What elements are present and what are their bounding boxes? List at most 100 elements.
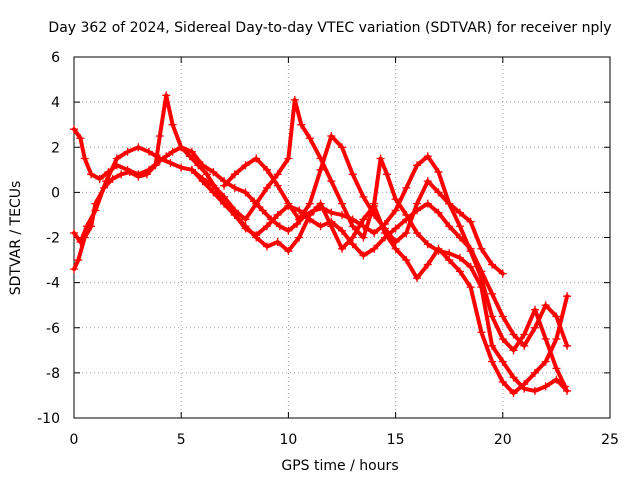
data-point-marker	[327, 177, 336, 186]
data-point-marker	[273, 210, 282, 219]
data-point-marker	[477, 328, 486, 337]
data-point-marker	[455, 267, 464, 276]
x-tick-label: 20	[494, 432, 512, 448]
data-point-marker	[466, 262, 475, 271]
data-point-marker	[423, 199, 432, 208]
data-point-marker	[76, 238, 85, 247]
data-point-marker	[509, 373, 518, 382]
data-point-marker	[423, 152, 432, 161]
data-point-marker	[477, 267, 486, 276]
data-point-marker	[348, 222, 357, 231]
data-point-marker	[376, 154, 385, 163]
data-point-marker	[498, 357, 507, 366]
data-point-marker	[316, 199, 325, 208]
data-point-marker	[327, 131, 336, 140]
data-point-marker	[530, 386, 539, 395]
data-point-marker	[258, 206, 267, 215]
data-point-marker	[488, 357, 497, 366]
data-point-marker	[177, 163, 186, 172]
data-point-marker	[338, 244, 346, 253]
data-point-marker	[380, 224, 389, 233]
data-point-marker	[541, 382, 550, 391]
data-point-marker	[455, 253, 464, 262]
data-point-marker	[76, 134, 85, 143]
data-point-marker	[402, 228, 411, 237]
data-point-marker	[563, 386, 572, 395]
data-point-marker	[241, 161, 250, 170]
data-point-marker	[445, 256, 454, 265]
data-point-marker	[209, 168, 218, 177]
x-tick-label: 0	[70, 432, 79, 448]
data-point-marker	[162, 91, 171, 100]
data-point-marker	[292, 219, 301, 228]
data-point-marker	[145, 147, 154, 156]
data-points	[70, 91, 572, 398]
data-point-marker	[297, 120, 306, 129]
data-point-marker	[70, 265, 78, 274]
data-point-marker	[370, 210, 379, 219]
y-tick-label: 4	[51, 95, 60, 111]
data-point-marker	[338, 143, 346, 152]
data-point-marker	[295, 206, 304, 215]
y-tick-label: 2	[51, 140, 60, 156]
data-point-marker	[108, 174, 117, 183]
data-point-marker	[455, 208, 464, 217]
data-point-marker	[498, 335, 507, 344]
data-point-marker	[70, 228, 78, 237]
x-tick-label: 5	[177, 432, 186, 448]
data-point-marker	[162, 152, 171, 161]
data-point-marker	[209, 188, 218, 197]
data-point-marker	[112, 154, 121, 163]
data-point-marker	[194, 161, 203, 170]
series-line	[72, 97, 570, 393]
data-point-marker	[177, 143, 186, 152]
data-point-marker	[338, 226, 346, 235]
data-point-marker	[391, 206, 400, 215]
x-tick-label: 15	[387, 432, 405, 448]
y-tick-label: -2	[46, 231, 60, 247]
data-point-marker	[520, 341, 529, 350]
series-line	[189, 167, 570, 348]
data-point-marker	[541, 335, 550, 344]
data-point-marker	[520, 330, 529, 339]
data-point-marker	[295, 215, 304, 224]
data-point-marker	[455, 222, 464, 231]
data-point-marker	[142, 170, 151, 179]
data-point-marker	[123, 147, 132, 156]
data-point-marker	[423, 177, 432, 186]
data-point-marker	[230, 183, 239, 192]
data-point-marker	[166, 159, 175, 168]
data-point-marker	[541, 301, 550, 310]
data-point-marker	[391, 244, 400, 253]
data-point-marker	[413, 274, 422, 283]
data-point-marker	[262, 165, 271, 174]
data-point-marker	[466, 244, 475, 253]
data-point-marker	[305, 215, 314, 224]
data-point-marker	[391, 224, 400, 233]
data-point-marker	[273, 238, 282, 247]
data-point-marker	[541, 357, 550, 366]
data-point-marker	[241, 188, 250, 197]
data-point-marker	[383, 170, 392, 179]
data-point-marker	[488, 260, 497, 269]
data-point-marker	[466, 217, 475, 226]
data-point-marker	[252, 231, 261, 240]
data-point-marker	[563, 292, 572, 301]
data-point-marker	[262, 183, 271, 192]
data-point-marker	[391, 238, 400, 247]
data-point-marker	[338, 210, 346, 219]
data-point-marker	[477, 283, 486, 292]
data-point-marker	[295, 233, 304, 242]
data-point-marker	[284, 199, 293, 208]
data-point-marker	[370, 199, 379, 208]
data-point-marker	[380, 233, 389, 242]
data-point-marker	[187, 165, 196, 174]
data-point-marker	[413, 199, 422, 208]
data-point-marker	[275, 222, 284, 231]
data-point-marker	[252, 154, 261, 163]
data-point-marker	[402, 256, 411, 265]
data-point-marker	[498, 312, 507, 321]
data-point-marker	[102, 177, 111, 186]
data-point-marker	[155, 154, 164, 163]
